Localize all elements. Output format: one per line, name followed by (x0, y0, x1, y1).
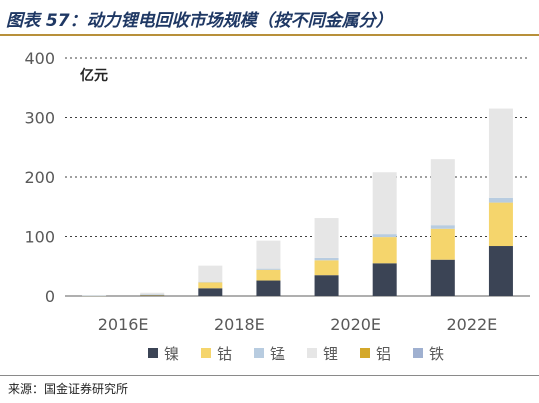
x-tick-label: 2020E (330, 315, 381, 334)
bar-segment-锰 (82, 295, 107, 297)
legend: 镍钴锰锂铝铁 (148, 345, 444, 363)
footer-rule (0, 375, 539, 376)
bar-segment-钴 (430, 228, 455, 260)
bar-segment-锰 (198, 281, 223, 283)
bar-segment-锰 (140, 294, 165, 295)
bar-segment-钴 (256, 269, 281, 281)
legend-swatch-镍 (148, 348, 158, 358)
legend-label: 锰 (270, 345, 285, 363)
bar-segment-锂 (488, 108, 513, 198)
bar-segment-镍 (198, 288, 223, 296)
bar-segment-锰 (372, 234, 397, 238)
legend-swatch-铁 (413, 348, 423, 358)
x-axis: 2016E 2018E 2020E 2022E (98, 315, 498, 334)
legend-label: 镍 (164, 345, 179, 363)
x-tick-label: 2018E (214, 315, 265, 334)
bar-segment-锂 (82, 295, 107, 296)
x-tick-label: 2022E (446, 315, 497, 334)
bars (82, 108, 513, 297)
bar-segment-锰 (488, 197, 513, 203)
legend-label: 钴 (217, 345, 232, 363)
bar-segment-锂 (314, 218, 339, 258)
bar-segment-锂 (198, 265, 223, 282)
bar-segment-锂 (140, 292, 165, 295)
bar-segment-钴 (372, 237, 397, 264)
grid-lines (65, 57, 530, 297)
bar-segment-锰 (256, 268, 281, 270)
bar-segment-锰 (430, 225, 455, 229)
bar-segment-锂 (372, 172, 397, 235)
y-tick-label: 300 (24, 109, 55, 128)
bar-segment-钴 (198, 282, 223, 289)
bar-segment-镍 (256, 280, 281, 296)
y-unit-label: 亿元 (80, 67, 108, 84)
legend-swatch-钴 (201, 348, 211, 358)
bar-segment-锂 (256, 240, 281, 269)
bar-segment-钴 (314, 260, 339, 276)
source-note: 来源：国金证券研究所 (8, 382, 129, 396)
legend-label: 铝 (376, 345, 391, 363)
chart: 0 100 200 300 400 亿元 2016E 2018E 2020E 2022E 镍 钴… (24, 49, 530, 363)
chart-title: 图表 57：动力锂电回收市场规模（按不同金属分） (6, 11, 393, 31)
bar-segment-镍 (430, 259, 455, 296)
y-tick-label: 200 (24, 168, 55, 187)
bar-segment-钴 (488, 202, 513, 247)
x-tick-label: 2016E (98, 315, 149, 334)
bar-segment-镍 (314, 275, 339, 296)
bar-segment-镍 (140, 295, 165, 297)
y-tick-label: 100 (24, 228, 55, 247)
bar-segment-锂 (430, 159, 455, 226)
y-axis: 0 100 200 300 400 (24, 49, 55, 306)
legend-label: 铁 (429, 345, 444, 363)
y-tick-label: 0 (45, 287, 55, 306)
title-bar: 图表 57：动力锂电回收市场规模（按不同金属分） (0, 0, 539, 36)
title-underline (0, 34, 539, 36)
legend-swatch-锂 (307, 348, 317, 358)
legend-swatch-铝 (360, 348, 370, 358)
legend-label: 锂 (323, 345, 338, 363)
bar-segment-锰 (314, 257, 339, 261)
bar-segment-镍 (372, 263, 397, 296)
y-tick-label: 400 (24, 49, 55, 68)
bar-segment-镍 (488, 246, 513, 296)
legend-swatch-锰 (254, 348, 264, 358)
